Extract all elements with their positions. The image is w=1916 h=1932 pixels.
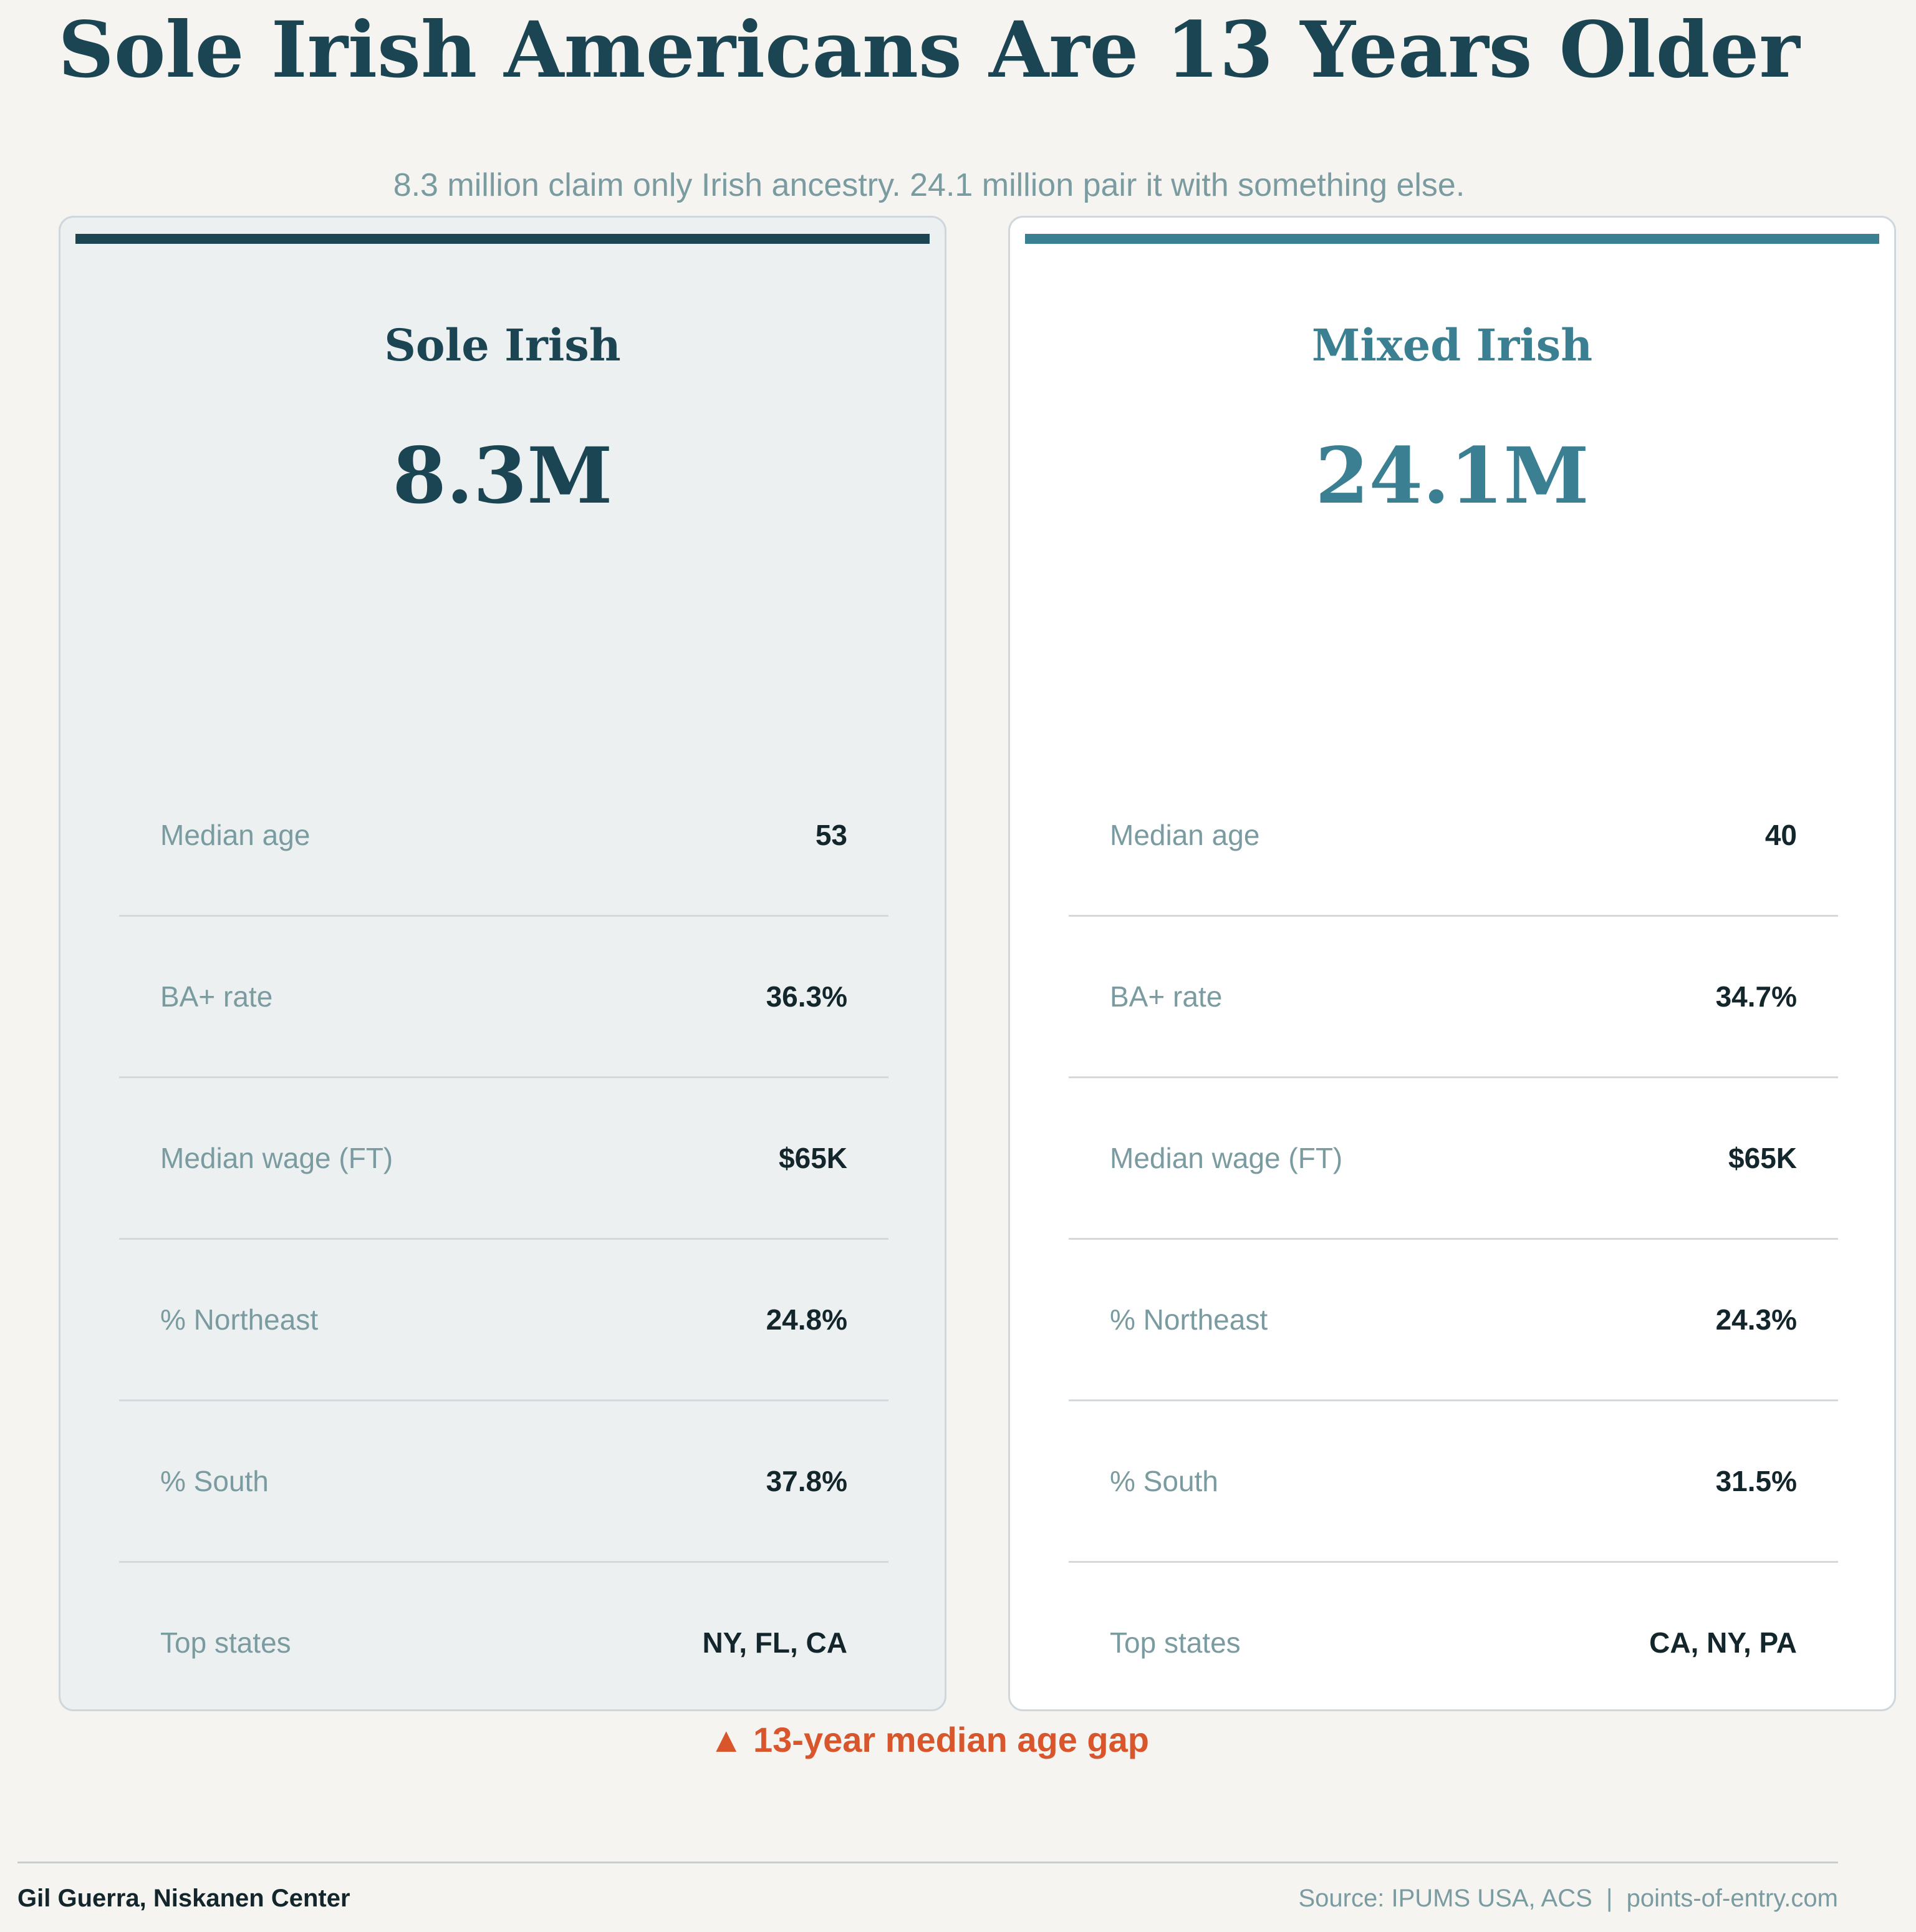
age-gap-callout: ▲ 13-year median age gap — [0, 1715, 1858, 1765]
population-figure: 8.3M — [392, 431, 613, 521]
footer-author: Gil Guerra, Niskanen Center — [17, 1885, 350, 1912]
stat-label: % South — [1110, 1465, 1218, 1497]
stats-table: Median age 40 BA+ rate 34.7% Median wage… — [1069, 755, 1838, 1722]
stat-label: % Northeast — [160, 1303, 319, 1336]
stat-value: 40 — [1764, 819, 1797, 851]
stat-row-median-wage: Median wage (FT) $65K — [1069, 1078, 1838, 1240]
stat-value: 24.8% — [766, 1303, 847, 1336]
stat-value: CA, NY, PA — [1649, 1626, 1797, 1659]
age-gap-text: 13-year median age gap — [753, 1720, 1149, 1759]
stat-row-ba-rate: BA+ rate 36.3% — [119, 917, 888, 1078]
card-title: Sole Irish — [384, 319, 621, 371]
card-accent-bar — [75, 234, 930, 244]
stat-label: Median age — [1110, 819, 1260, 851]
stat-row-median-age: Median age 40 — [1069, 755, 1838, 917]
stat-row-median-age: Median age 53 — [119, 755, 888, 917]
population-figure: 24.1M — [1315, 431, 1589, 521]
stat-value: $65K — [779, 1142, 847, 1174]
stat-row-south: % South 31.5% — [1069, 1401, 1838, 1563]
footer-divider — [17, 1862, 1838, 1863]
card-mixed-irish: Mixed Irish 24.1M Median age 40 BA+ rate… — [1008, 216, 1896, 1711]
stat-value: 34.7% — [1715, 980, 1797, 1013]
stat-label: % South — [160, 1465, 269, 1497]
triangle-up-icon: ▲ — [709, 1720, 744, 1759]
stat-label: Median wage (FT) — [1110, 1142, 1343, 1174]
stat-row-ba-rate: BA+ rate 34.7% — [1069, 917, 1838, 1078]
page-subtitle: 8.3 million claim only Irish ancestry. 2… — [393, 167, 1465, 203]
stat-row-median-wage: Median wage (FT) $65K — [119, 1078, 888, 1240]
card-accent-bar — [1025, 234, 1879, 244]
stat-value: $65K — [1728, 1142, 1797, 1174]
stat-label: % Northeast — [1110, 1303, 1268, 1336]
page-title: Sole Irish Americans Are 13 Years Older — [58, 5, 1800, 95]
card-title: Mixed Irish — [1311, 319, 1593, 371]
stat-label: BA+ rate — [1110, 980, 1223, 1013]
stat-value: 24.3% — [1715, 1303, 1797, 1336]
stat-row-south: % South 37.8% — [119, 1401, 888, 1563]
stats-table: Median age 53 BA+ rate 36.3% Median wage… — [119, 755, 888, 1722]
stat-value: 36.3% — [766, 980, 847, 1013]
card-sole-irish: Sole Irish 8.3M Median age 53 BA+ rate 3… — [59, 216, 946, 1711]
stat-label: Top states — [160, 1626, 291, 1659]
stat-row-northeast: % Northeast 24.8% — [119, 1240, 888, 1401]
stat-value: 31.5% — [1715, 1465, 1797, 1497]
stat-value: NY, FL, CA — [702, 1626, 847, 1659]
footer-source: Source: IPUMS USA, ACS | points-of-entry… — [1298, 1885, 1839, 1912]
stat-row-top-states: Top states CA, NY, PA — [1069, 1563, 1838, 1722]
stat-value: 53 — [815, 819, 847, 851]
stat-label: Top states — [1110, 1626, 1241, 1659]
stat-label: Median age — [160, 819, 311, 851]
stat-label: Median wage (FT) — [160, 1142, 393, 1174]
stat-row-northeast: % Northeast 24.3% — [1069, 1240, 1838, 1401]
stat-value: 37.8% — [766, 1465, 847, 1497]
stat-label: BA+ rate — [160, 980, 273, 1013]
stat-row-top-states: Top states NY, FL, CA — [119, 1563, 888, 1722]
